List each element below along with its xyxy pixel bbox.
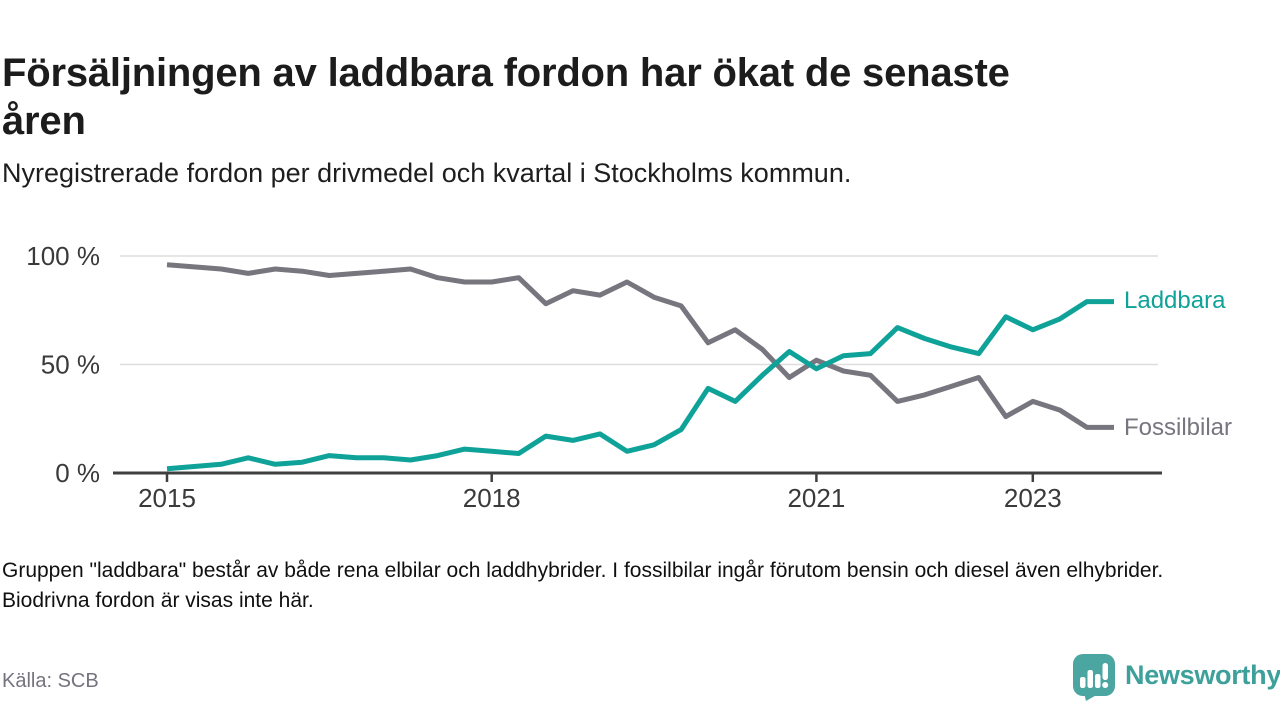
line-chart: 0 % 50 % 100 % 2015 2018 2021 2023 (26, 241, 1162, 513)
x-axis-tick-label: 2021 (787, 483, 845, 513)
series-line-fossilbilar (166, 262, 1114, 430)
y-axis-tick-label: 100 % (26, 241, 100, 271)
source-credit: Källa: SCB (2, 670, 99, 692)
x-axis-tick-label: 2023 (1004, 483, 1062, 513)
series-line-laddbara (166, 299, 1114, 472)
chart-subtitle: Nyregistrerade fordon per drivmedel och … (2, 158, 852, 188)
legend-label-laddbara: Laddbara (1124, 287, 1226, 314)
page-title: Försäljningen av laddbara fordon har öka… (2, 50, 1010, 143)
chart-footnote: Gruppen "laddbara" består av både rena e… (2, 559, 1164, 613)
legend-label-fossilbilar: Fossilbilar (1124, 414, 1233, 441)
y-axis-tick-label: 50 % (41, 350, 100, 380)
bar-chart-speech-bubble-icon (1073, 654, 1115, 701)
y-axis-tick-label: 0 % (55, 458, 100, 488)
newsworthy-logo: Newsworthy (1072, 653, 1280, 701)
x-axis-tick-label: 2015 (138, 483, 196, 513)
x-axis-tick-label: 2018 (463, 483, 521, 513)
newsworthy-logo-text: Newsworthy (1125, 660, 1280, 690)
